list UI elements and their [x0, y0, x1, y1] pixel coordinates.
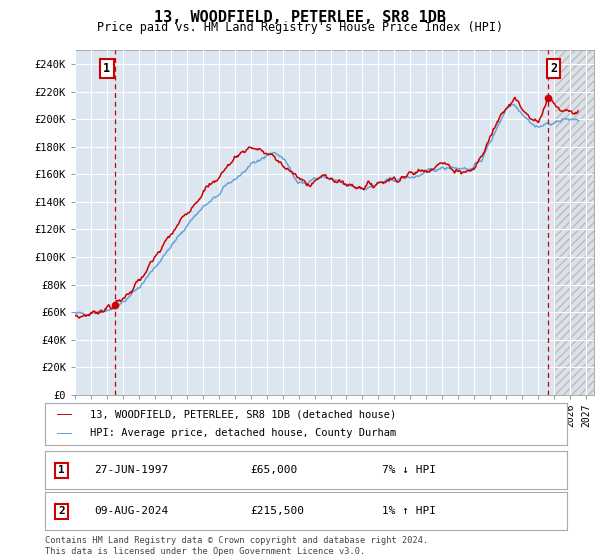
Text: Contains HM Land Registry data © Crown copyright and database right 2024.
This d: Contains HM Land Registry data © Crown c…	[45, 536, 428, 556]
Text: £215,500: £215,500	[250, 506, 304, 516]
Text: 13, WOODFIELD, PETERLEE, SR8 1DB: 13, WOODFIELD, PETERLEE, SR8 1DB	[154, 10, 446, 25]
Text: 7% ↓ HPI: 7% ↓ HPI	[382, 465, 436, 475]
Text: ——: ——	[57, 427, 72, 440]
Text: £65,000: £65,000	[250, 465, 298, 475]
Text: 2: 2	[550, 62, 557, 75]
Text: Price paid vs. HM Land Registry's House Price Index (HPI): Price paid vs. HM Land Registry's House …	[97, 21, 503, 34]
Text: HPI: Average price, detached house, County Durham: HPI: Average price, detached house, Coun…	[90, 428, 396, 438]
Bar	[554, 50, 594, 395]
Text: 2: 2	[58, 506, 65, 516]
Text: 13, WOODFIELD, PETERLEE, SR8 1DB (detached house): 13, WOODFIELD, PETERLEE, SR8 1DB (detach…	[90, 410, 396, 420]
Text: 09-AUG-2024: 09-AUG-2024	[94, 506, 169, 516]
Text: 1: 1	[103, 62, 110, 75]
Text: 1: 1	[58, 465, 65, 475]
Text: 1% ↑ HPI: 1% ↑ HPI	[382, 506, 436, 516]
Text: ——: ——	[57, 408, 72, 422]
Bar	[554, 50, 594, 395]
Text: 27-JUN-1997: 27-JUN-1997	[94, 465, 169, 475]
Bar	[554, 50, 594, 395]
